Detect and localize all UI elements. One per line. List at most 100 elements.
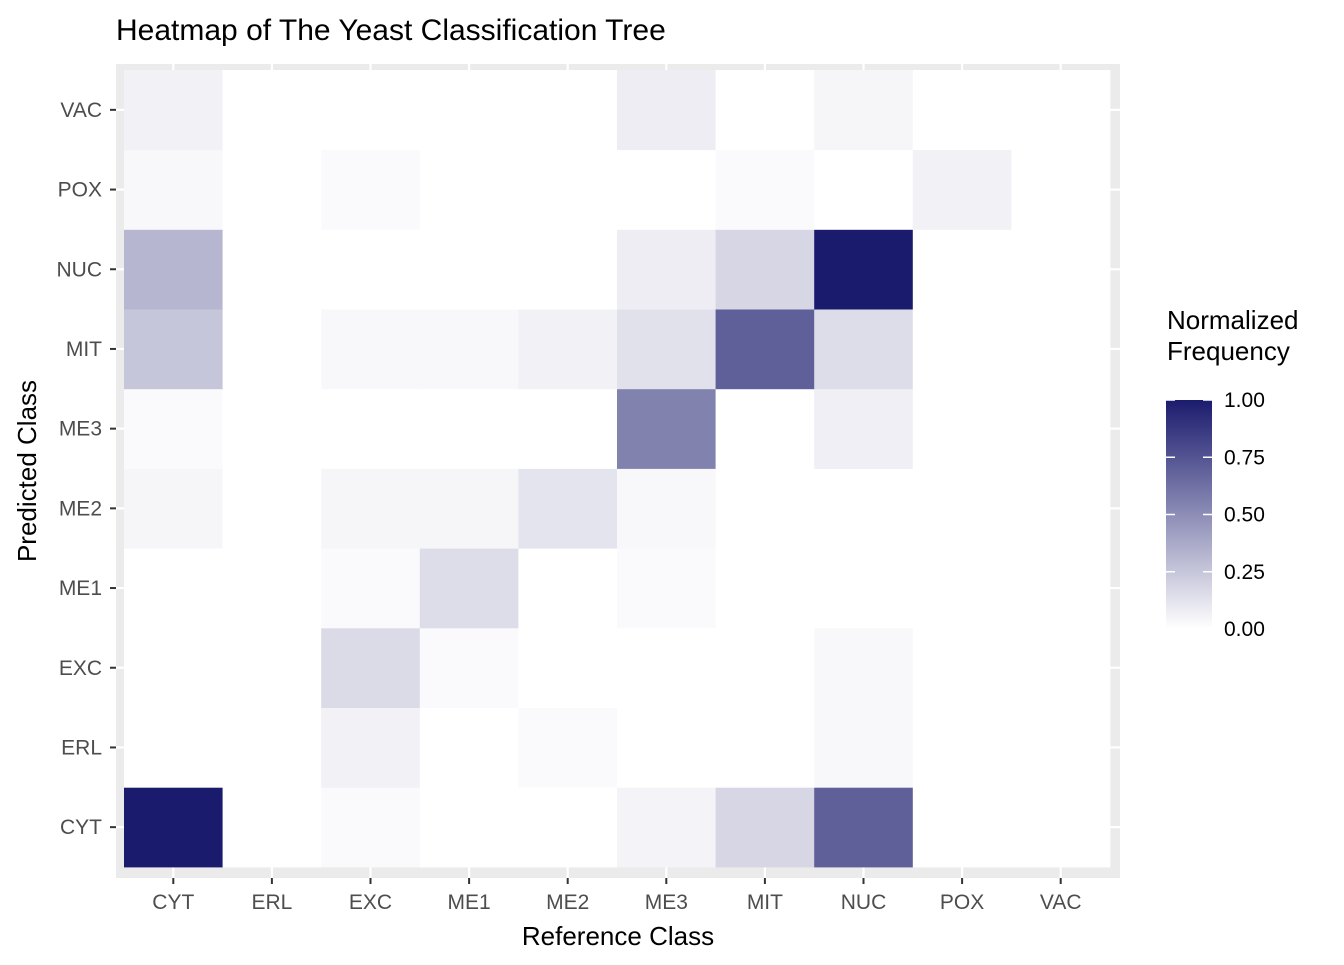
heatmap-cell-me3-me2 [518,388,618,469]
x-tick-label-vac: VAC [1040,891,1082,914]
heatmap-cell-nuc-me3 [617,229,716,310]
heatmap-cell-mit-me3 [617,309,716,390]
x-tick-label-me3: ME3 [645,891,688,914]
heatmap-cell-vac-me1 [419,70,519,151]
heatmap-cell-exc-erl [222,627,322,708]
heatmap-cell-me1-exc [321,548,421,629]
heatmap-cell-nuc-me2 [518,229,618,310]
heatmap-cell-nuc-cyt [124,229,223,310]
heatmap-cell-me1-me1 [419,548,519,629]
heatmap-cell-nuc-erl [222,229,322,310]
heatmap-cell-cyt-cyt [124,787,223,868]
heatmap-cell-erl-erl [222,707,322,788]
heatmap-cell-pox-mit [715,149,815,230]
x-axis-ticks: CYT ERL EXC ME1 ME2 ME3 MIT NUC POX VAC [152,878,1082,914]
x-axis-title: Reference Class [522,921,714,951]
heatmap-cell-cyt-me1 [419,787,519,868]
legend-tick-label: 0.50 [1224,504,1265,527]
heatmap-cell-pox-cyt [124,149,223,230]
heatmap-cell-mit-erl [222,309,322,390]
heatmap-cell-me1-cyt [124,548,223,629]
heatmap-cell-me3-vac [1011,388,1111,469]
heatmap-cell-exc-vac [1011,627,1111,708]
heatmap-cell-me1-me2 [518,548,618,629]
heatmap-cell-me1-nuc [814,548,914,629]
heatmap-cell-me1-erl [222,548,322,629]
heatmap-cell-me2-exc [321,468,421,549]
heatmap-cell-me2-me2 [518,468,618,549]
heatmap-cell-erl-exc [321,707,421,788]
heatmap-cell-exc-pox [912,627,1012,708]
heatmap-cell-me2-me3 [617,468,716,549]
heatmap-cell-erl-vac [1011,707,1111,788]
heatmap-cell-cyt-erl [222,787,322,868]
x-tick-label-me1: ME1 [448,891,491,914]
heatmap-cell-erl-me2 [518,707,618,788]
y-axis-ticks: CYT ERL EXC ME1 ME2 ME3 MIT NUC POX VAC [57,99,116,839]
y-tick-label-cyt: CYT [60,816,102,839]
heatmap-cell-mit-cyt [124,309,223,390]
heatmap-cell-cyt-pox [912,787,1012,868]
heatmap-cell-exc-nuc [814,627,914,708]
heatmap-cell-me3-nuc [814,388,914,469]
y-tick-label-me1: ME1 [59,577,102,600]
heatmap-cell-vac-erl [222,70,322,151]
x-tick-label-pox: POX [940,891,984,914]
heatmap-cell-pox-exc [321,149,421,230]
x-tick-label-me2: ME2 [546,891,589,914]
heatmap-cell-exc-exc [321,627,421,708]
legend-tick-label: 0.75 [1224,446,1265,469]
heatmap-cell-cyt-me2 [518,787,618,868]
x-tick-label-exc: EXC [349,891,392,914]
heatmap-cell-exc-cyt [124,627,223,708]
heatmap-cell-mit-exc [321,309,421,390]
y-axis-title: Predicted Class [12,380,42,562]
heatmap-cell-vac-vac [1011,70,1111,151]
legend-tick-label: 0.25 [1224,561,1265,584]
heatmap-cell-erl-pox [912,707,1012,788]
heatmap-cell-me3-erl [222,388,322,469]
heatmap-cell-exc-mit [715,627,815,708]
heatmap-cell-me3-exc [321,388,421,469]
color-legend: Normalized Frequency 0.00 0.25 0.50 0.75 1.0… [1166,305,1299,641]
y-tick-label-mit: MIT [66,338,102,361]
y-tick-label-exc: EXC [59,657,102,680]
x-tick-label-erl: ERL [251,891,292,914]
y-tick-label-erl: ERL [61,736,102,759]
heatmap-cell-exc-me3 [617,627,716,708]
heatmap-cell-cyt-vac [1011,787,1111,868]
heatmap-cell-erl-me1 [419,707,519,788]
legend-tick-label: 0.00 [1224,618,1265,641]
heatmap-cell-vac-nuc [814,70,914,151]
legend-title-line-1: Normalized [1167,305,1299,335]
heatmap-cell-me2-erl [222,468,322,549]
heatmap-cell-pox-pox [912,149,1012,230]
heatmap-cell-erl-mit [715,707,815,788]
heatmap-cell-me3-me1 [419,388,519,469]
heatmap-cell-mit-nuc [814,309,914,390]
heatmap-cell-cyt-nuc [814,787,914,868]
heatmap-cell-nuc-exc [321,229,421,310]
chart-title: Heatmap of The Yeast Classification Tree [116,14,666,47]
heatmap-cell-exc-me1 [419,627,519,708]
x-tick-label-nuc: NUC [841,891,887,914]
heatmap-cell-me1-mit [715,548,815,629]
heatmap-cell-me1-pox [912,548,1012,629]
heatmap-cell-me3-mit [715,388,815,469]
heatmap-cell-mit-pox [912,309,1012,390]
heatmap-cell-nuc-vac [1011,229,1111,310]
heatmap-cell-exc-me2 [518,627,618,708]
legend-title-line-2: Frequency [1167,336,1290,366]
heatmap-cell-pox-nuc [814,149,914,230]
heatmap-cell-vac-me2 [518,70,618,151]
heatmap-cell-mit-mit [715,309,815,390]
y-tick-label-pox: POX [58,179,102,202]
heatmap-cell-vac-pox [912,70,1012,151]
heatmap-cell-me1-vac [1011,548,1111,629]
heatmap-cell-vac-cyt [124,70,223,151]
heatmap-cell-me2-pox [912,468,1012,549]
heatmap-cell-pox-vac [1011,149,1111,230]
heatmap-cell-erl-cyt [124,707,223,788]
heatmap-cell-cyt-mit [715,787,815,868]
